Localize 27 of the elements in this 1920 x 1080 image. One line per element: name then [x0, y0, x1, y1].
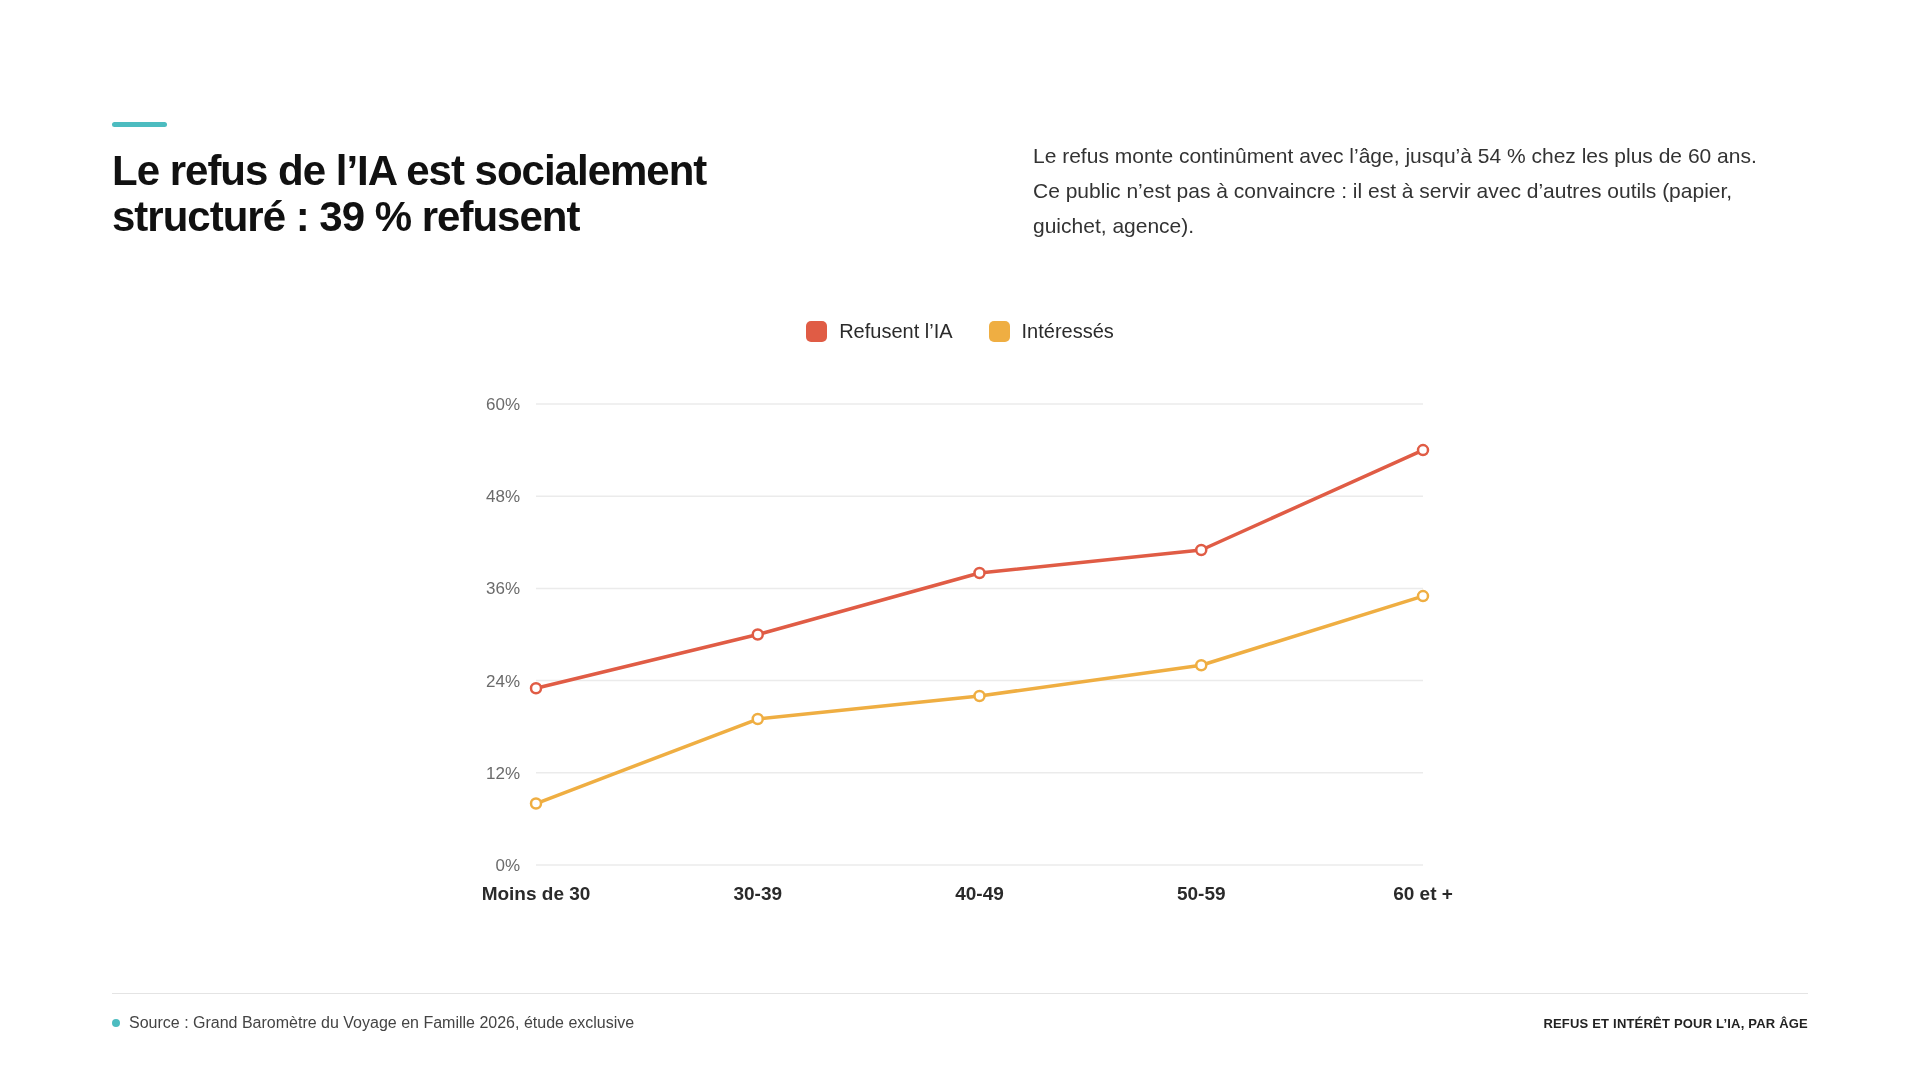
point	[751, 712, 764, 726]
x-tick-label: 40-49	[955, 883, 1004, 905]
point	[1416, 443, 1430, 457]
y-tick-label: 0%	[495, 856, 520, 876]
x-tick-label: 50-59	[1176, 883, 1226, 905]
legend-label: Refusent l’IA	[839, 320, 953, 343]
point	[973, 566, 986, 580]
point	[529, 797, 543, 810]
text: REFUS ET INTÉRÊT POUR L’IA, PAR ÂGE	[1543, 1016, 1808, 1031]
x-tick-label: 60 et +	[1393, 883, 1453, 905]
chart-subtitle: Le refus monte continûment avec l’âge, jusqu’à 54 % chez les plus de 60 ans. Ce public n’est pas à convaincre : il est à servir avec d’autres outils (papier, guichet, agence).	[1033, 143, 1758, 239]
x-tick-label: Moins de 30	[481, 883, 591, 905]
x-tick-label: 30-39	[733, 883, 783, 905]
point	[973, 689, 986, 703]
point	[1416, 589, 1430, 603]
chart-title: Le refus de l’IA est socialement structuré : 39 % refusent	[112, 147, 708, 240]
source-note: Source : Grand Baromètre du Voyage en Famille 2026, étude exclusive	[129, 1014, 635, 1032]
point	[1195, 543, 1208, 557]
point	[1195, 658, 1208, 672]
y-tick-label: 48%	[485, 487, 520, 507]
y-tick-label: 60%	[485, 395, 520, 415]
legend-label: Intéressés	[1021, 320, 1114, 343]
y-tick-label: 12%	[485, 763, 520, 783]
y-tick-label: 36%	[485, 579, 520, 599]
point	[529, 682, 543, 695]
point	[751, 628, 764, 641]
y-tick-label: 24%	[485, 671, 520, 691]
